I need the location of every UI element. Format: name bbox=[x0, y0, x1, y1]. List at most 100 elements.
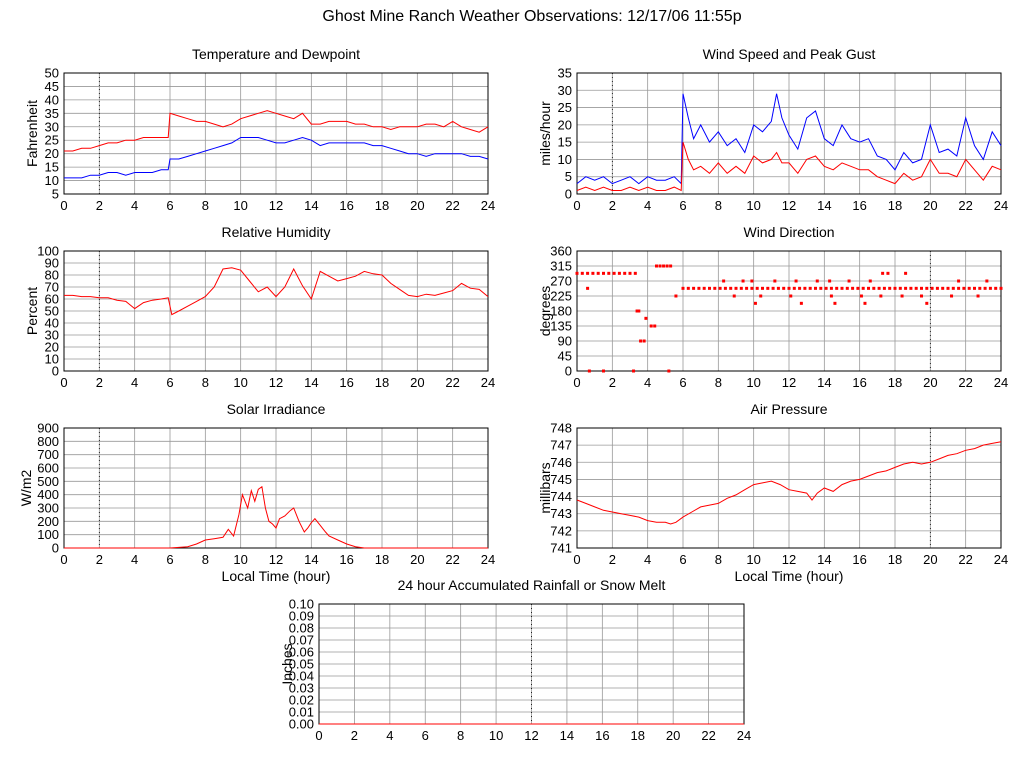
wind-direction-point bbox=[612, 271, 616, 275]
temperature-ytick-label: 40 bbox=[45, 92, 59, 107]
wind-direction-xtick-label: 24 bbox=[994, 375, 1008, 390]
solar-ytick-label: 300 bbox=[37, 501, 59, 516]
wind-direction-point bbox=[950, 294, 954, 298]
wind-direction-xtick-label: 2 bbox=[609, 375, 616, 390]
solar-xtick-label: 18 bbox=[375, 552, 389, 567]
wind-direction-xtick-label: 14 bbox=[817, 375, 831, 390]
wind-speed-xtick-label: 6 bbox=[679, 198, 686, 213]
pressure-ytick-label: 741 bbox=[550, 541, 572, 556]
wind-direction-point bbox=[637, 309, 641, 313]
wind-direction-point bbox=[708, 286, 711, 290]
wind-direction-ytick-label: 180 bbox=[550, 304, 572, 319]
wind-direction-point bbox=[702, 286, 706, 290]
wind-direction-ytick-label: 0 bbox=[565, 364, 572, 379]
solar-ytick-label: 400 bbox=[37, 487, 59, 502]
wind-direction-point bbox=[753, 301, 757, 305]
wind-direction-point bbox=[649, 324, 653, 328]
wind-direction-point bbox=[602, 271, 605, 275]
temperature-ytick-label: 20 bbox=[45, 146, 59, 161]
humidity-ytick-label: 10 bbox=[45, 352, 59, 367]
wind-direction-point bbox=[962, 286, 966, 290]
wind-direction-point bbox=[951, 286, 955, 290]
pressure-xtick-label: 4 bbox=[644, 552, 651, 567]
temperature-ylabel: Fahrenheit bbox=[24, 100, 40, 167]
temperature-chart: Temperature and Dewpoint5101520253035404… bbox=[24, 46, 495, 213]
pressure-xtick-label: 14 bbox=[817, 552, 831, 567]
temperature-xtick-label: 10 bbox=[233, 198, 247, 213]
wind-direction-point bbox=[665, 264, 669, 268]
pressure-xtick-label: 12 bbox=[782, 552, 796, 567]
wind-direction-point bbox=[868, 279, 872, 283]
solar-ytick-label: 800 bbox=[37, 434, 59, 449]
solar-ytick-label: 500 bbox=[37, 474, 59, 489]
humidity-ytick-label: 60 bbox=[45, 292, 59, 307]
humidity-xtick-label: 16 bbox=[339, 375, 353, 390]
humidity-ytick-label: 30 bbox=[45, 328, 59, 343]
wind-direction-point bbox=[829, 286, 833, 290]
wind-direction-point bbox=[741, 279, 745, 283]
rainfall-xtick-label: 2 bbox=[351, 728, 358, 743]
wind-direction-point bbox=[988, 286, 992, 290]
temperature-ytick-label: 15 bbox=[45, 160, 59, 175]
wind-direction-point bbox=[745, 286, 749, 290]
pressure-xtick-label: 6 bbox=[679, 552, 686, 567]
wind-speed-series-line-1 bbox=[576, 141, 1002, 192]
rainfall-ytick-label: 0.03 bbox=[289, 681, 314, 696]
wind-speed-xtick-label: 16 bbox=[852, 198, 866, 213]
wind-direction-point bbox=[596, 271, 600, 275]
humidity-xtick-label: 4 bbox=[131, 375, 138, 390]
wind-direction-point bbox=[983, 286, 987, 290]
temperature-xtick-label: 20 bbox=[410, 198, 424, 213]
wind-direction-point bbox=[824, 286, 828, 290]
wind-direction-point bbox=[771, 286, 775, 290]
humidity-series-line-0 bbox=[64, 267, 489, 316]
wind-speed-ytick-label: 0 bbox=[565, 187, 572, 202]
pressure-ytick-label: 747 bbox=[550, 438, 572, 453]
wind-direction-point bbox=[920, 286, 923, 290]
pressure-ytick-label: 746 bbox=[550, 455, 572, 470]
temperature-xtick-label: 16 bbox=[339, 198, 353, 213]
solar-ytick-label: 900 bbox=[37, 421, 59, 436]
wind-direction-point bbox=[642, 339, 646, 343]
temperature-ytick-label: 25 bbox=[45, 133, 59, 148]
humidity-ytick-label: 80 bbox=[45, 268, 59, 283]
pressure-xtick-label: 8 bbox=[715, 552, 722, 567]
pressure-xtick-label: 16 bbox=[852, 552, 866, 567]
wind-direction-point bbox=[851, 286, 855, 290]
temperature-series-line-0 bbox=[64, 110, 489, 152]
wind-direction-point bbox=[734, 286, 738, 290]
solar-xtick-label: 10 bbox=[233, 552, 247, 567]
wind-direction-point bbox=[999, 286, 1003, 290]
wind-speed-ytick-label: 10 bbox=[558, 152, 572, 167]
rainfall-xtick-label: 12 bbox=[524, 728, 538, 743]
wind-direction-point bbox=[946, 286, 950, 290]
wind-direction-point bbox=[833, 301, 837, 305]
solar-xtick-label: 22 bbox=[445, 552, 459, 567]
wind-direction-xtick-label: 22 bbox=[958, 375, 972, 390]
wind-direction-point bbox=[840, 286, 844, 290]
humidity-xtick-label: 20 bbox=[410, 375, 424, 390]
wind-direction-point bbox=[686, 286, 690, 290]
wind-direction-point bbox=[799, 301, 803, 305]
rainfall-ytick-label: 0.00 bbox=[289, 717, 314, 732]
solar-xtick-label: 8 bbox=[202, 552, 209, 567]
temperature-title: Temperature and Dewpoint bbox=[192, 46, 360, 62]
wind-speed-series-line-0 bbox=[576, 93, 1002, 185]
wind-direction-point bbox=[639, 339, 643, 343]
rainfall-xtick-label: 10 bbox=[489, 728, 503, 743]
wind-speed-ytick-label: 15 bbox=[558, 135, 572, 150]
page-title: Ghost Mine Ranch Weather Observations: 1… bbox=[322, 8, 742, 25]
wind-direction-point bbox=[904, 271, 908, 275]
wind-direction-point bbox=[773, 279, 777, 283]
temperature-xtick-label: 18 bbox=[375, 198, 389, 213]
humidity-xtick-label: 0 bbox=[60, 375, 67, 390]
rainfall-xtick-label: 16 bbox=[595, 728, 609, 743]
wind-direction-ytick-label: 270 bbox=[550, 274, 572, 289]
pressure-ytick-label: 745 bbox=[550, 472, 572, 487]
wind-direction-point bbox=[978, 286, 982, 290]
solar-xtick-label: 2 bbox=[96, 552, 103, 567]
wind-direction-point bbox=[872, 286, 876, 290]
wind-speed-xtick-label: 8 bbox=[715, 198, 722, 213]
rainfall-ytick-label: 0.05 bbox=[289, 657, 314, 672]
